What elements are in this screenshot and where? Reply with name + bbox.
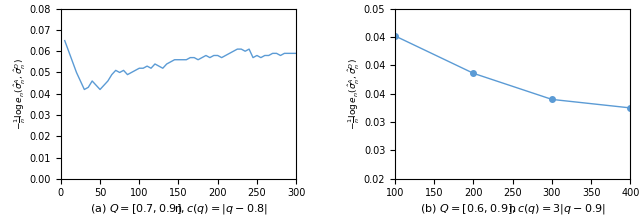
X-axis label: n: n <box>175 204 182 214</box>
Text: (b) $Q = [0.6, 0.9], c(q) = 3|q - 0.9|$: (b) $Q = [0.6, 0.9], c(q) = 3|q - 0.9|$ <box>420 202 606 216</box>
Y-axis label: $-\frac{1}{n}\log e_n(\hat{\sigma}_n^A, \hat{\sigma}_n^D)$: $-\frac{1}{n}\log e_n(\hat{\sigma}_n^A, … <box>347 58 362 130</box>
Text: (a) $Q = [0.7, 0.9], c(q) = |q - 0.8|$: (a) $Q = [0.7, 0.9], c(q) = |q - 0.8|$ <box>90 202 268 216</box>
X-axis label: n: n <box>509 204 516 214</box>
Y-axis label: $-\frac{1}{n}\log e_n(\hat{\sigma}_n^A, \hat{\sigma}_n^D)$: $-\frac{1}{n}\log e_n(\hat{\sigma}_n^A, … <box>13 58 28 130</box>
